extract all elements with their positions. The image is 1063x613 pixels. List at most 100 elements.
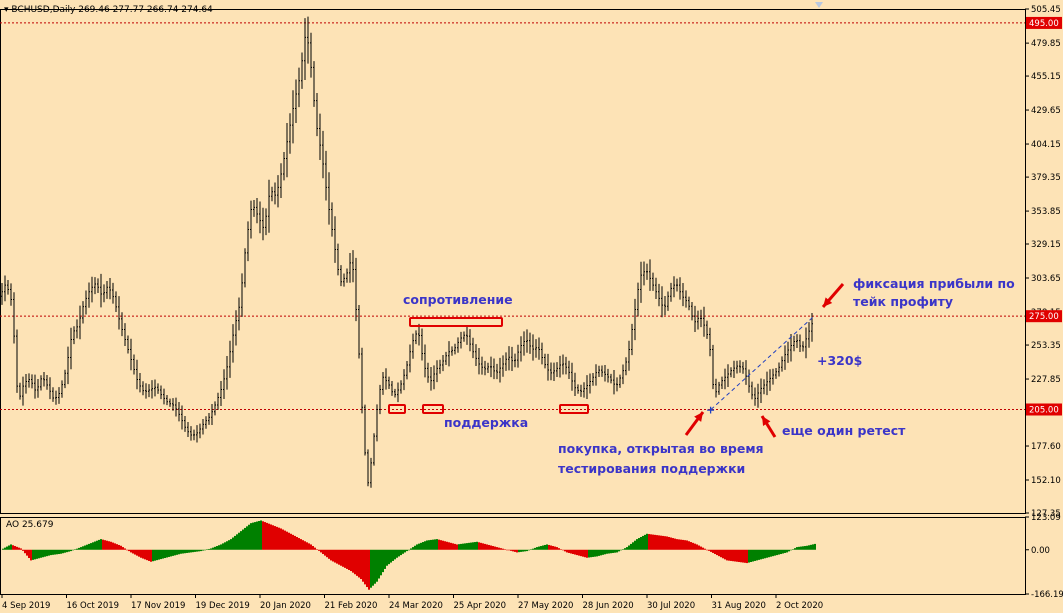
ao-bar [170, 549, 172, 557]
ao-bar [502, 548, 504, 550]
ao-bar [480, 542, 482, 550]
ao-bar [630, 543, 632, 550]
ao-bar [486, 544, 488, 550]
level-label-box [1026, 16, 1062, 29]
level-label: 495.00 [1029, 19, 1059, 29]
ao-bar [692, 542, 694, 550]
ao-tick-label: 123.09 [1031, 513, 1061, 523]
ao-bar [684, 540, 686, 550]
ao-bar [582, 549, 584, 557]
ao-bar [510, 549, 512, 551]
ao-bar [110, 541, 112, 550]
ao-bar [432, 539, 434, 550]
ao-bar [316, 549, 318, 550]
ao-bar [746, 549, 748, 564]
ao-bar [106, 540, 108, 550]
ao-bar [722, 549, 724, 559]
ao-bar [590, 549, 592, 558]
ao-bar [584, 549, 586, 558]
ao-bar [460, 543, 462, 550]
ao-bar [330, 549, 332, 561]
ao-bar [734, 549, 736, 562]
x-tick-label: 17 Nov 2019 [131, 601, 185, 611]
chevron-down-icon[interactable]: ▾ [4, 5, 9, 15]
ao-bar [610, 549, 612, 554]
ao-bar [428, 540, 430, 550]
ao-bar [238, 532, 240, 550]
ao-bar [48, 549, 50, 556]
ao-bar [160, 549, 162, 560]
x-tick-label: 28 Jun 2020 [583, 601, 634, 611]
ao-bar [102, 539, 104, 550]
ao-bar [24, 549, 26, 554]
ao-bar [528, 549, 530, 551]
ao-bar [268, 523, 270, 550]
ao-bar [340, 549, 342, 566]
ao-bar [402, 549, 404, 554]
ao-bar [708, 549, 710, 551]
ao-bar [496, 547, 498, 550]
ao-bar [338, 549, 340, 565]
ao-bar [390, 549, 392, 563]
x-tick-label: 27 May 2020 [518, 601, 573, 611]
symbol-header: ▾ BCHUSD,Daily 269.46 277.77 266.74 274.… [4, 5, 213, 15]
ao-bar [464, 543, 466, 550]
ao-bar [86, 544, 88, 550]
ao-bar [500, 548, 502, 550]
ao-bar [212, 547, 214, 550]
profit-arrow-head [823, 297, 833, 307]
ao-bar [626, 547, 628, 550]
ao-bar [190, 549, 192, 553]
x-tick-label: 31 Aug 2020 [712, 601, 766, 611]
ao-bar [392, 549, 394, 561]
ao-bar [216, 546, 218, 550]
ohlc-values: 269.46 277.77 266.74 274.64 [78, 5, 213, 15]
level-label: 275.00 [1029, 312, 1059, 322]
ao-bar [274, 526, 276, 550]
ao-bar [176, 549, 178, 555]
ao-bar [300, 539, 302, 550]
ao-bar [646, 533, 648, 550]
ao-bar [250, 523, 252, 550]
ao-bar [504, 549, 506, 550]
ao-bar [450, 542, 452, 550]
ao-bar [596, 549, 598, 557]
price-tick-label: 127.35 [1031, 509, 1061, 519]
x-tick-label: 20 Jan 2020 [260, 601, 311, 611]
ao-bar [394, 549, 396, 560]
x-tick-label: 2 Oct 2020 [776, 601, 823, 611]
x-tick-label: 30 Jul 2020 [647, 601, 695, 611]
ao-bar [536, 547, 538, 550]
ao-bar [726, 549, 728, 561]
ao-bar [138, 549, 140, 557]
ao-bar [328, 549, 330, 559]
ao-bar [380, 549, 382, 576]
price-tick-label: 353.85 [1031, 207, 1061, 217]
ao-bar [508, 549, 510, 551]
ao-bar [770, 549, 772, 557]
ao-bar [764, 549, 766, 559]
ao-bar [324, 549, 326, 556]
ao-bar [612, 549, 614, 553]
ao-bar [550, 545, 552, 550]
ao-bar [806, 545, 808, 550]
ao-bar [792, 549, 794, 550]
ao-bar [416, 544, 418, 550]
resistance-box [409, 317, 503, 327]
ao-bar [522, 549, 524, 552]
buy-label: покупка, открытая во время [558, 441, 764, 456]
ao-bar [796, 547, 798, 550]
ao-bar [40, 549, 42, 558]
ao-bar [716, 549, 718, 556]
ao-bar [744, 549, 746, 563]
ao-bar [676, 539, 678, 550]
ao-bar [6, 546, 8, 550]
ao-bar [206, 549, 208, 550]
ao-bar [494, 546, 496, 550]
ao-bar [150, 549, 152, 562]
ao-bar [188, 549, 190, 553]
ao-bar [442, 540, 444, 550]
ao-bar [682, 539, 684, 550]
